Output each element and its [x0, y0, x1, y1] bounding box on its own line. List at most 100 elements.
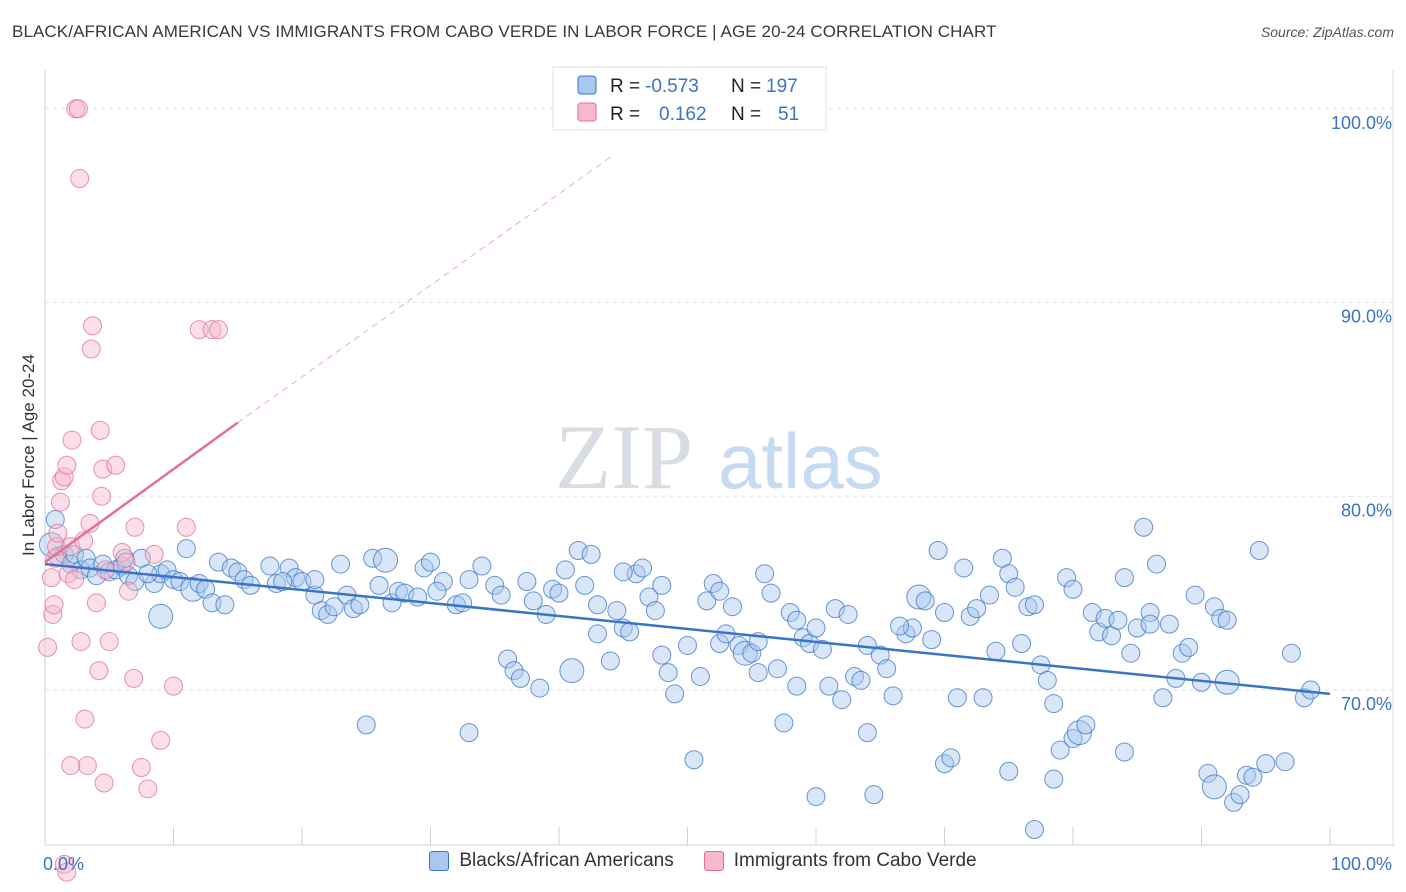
pink-point: [89, 661, 109, 681]
pink-point: [68, 99, 88, 119]
blue-point: [787, 676, 807, 696]
blue-point: [935, 603, 954, 622]
legend-label-blacks: Blacks/African Americans: [459, 850, 674, 871]
watermark: ZIP atlas: [555, 406, 883, 508]
blue-point: [1224, 792, 1244, 812]
chart-title: BLACK/AFRICAN AMERICAN VS IMMIGRANTS FRO…: [12, 22, 997, 41]
blue-point: [1140, 603, 1160, 622]
blue-points: [38, 510, 1321, 839]
blue-point: [1024, 595, 1044, 615]
stats-legend-r-label-blue: R =: [610, 76, 640, 97]
blue-point: [459, 570, 479, 590]
legend-swatch-pink: [703, 851, 724, 871]
blue-point: [208, 552, 228, 572]
legend-item-cabo-verde[interactable]: Immigrants from Cabo Verde: [703, 850, 977, 872]
blue-point: [973, 688, 993, 708]
blue-point: [1005, 577, 1025, 597]
blue-point: [555, 560, 575, 580]
pink-point: [57, 455, 77, 475]
blue-point: [148, 603, 174, 629]
pink-point: [112, 542, 132, 562]
blue-point: [613, 562, 633, 582]
blue-point: [568, 541, 588, 560]
pink-point: [116, 552, 136, 572]
blue-point: [652, 645, 672, 665]
blue-point: [851, 670, 871, 690]
blue-point: [176, 539, 196, 559]
stats-legend-n-value-blue: 197: [766, 76, 798, 97]
pink-point: [62, 430, 82, 450]
blue-point: [819, 676, 839, 696]
blue-point: [331, 554, 351, 574]
blue-point: [665, 684, 685, 704]
blue-point: [979, 585, 999, 605]
blue-point: [1057, 568, 1077, 588]
y-axis-label: In Labor Force | Age 20-24: [19, 354, 38, 556]
blue-point: [1249, 541, 1269, 560]
blue-point: [1159, 614, 1179, 634]
trend-lines: [44, 156, 1331, 696]
pink-point: [176, 517, 196, 537]
blue-point: [1301, 680, 1321, 700]
pink-point: [57, 862, 77, 882]
y-tick-labels: 70.0% 80.0% 90.0% 100.0%: [1331, 113, 1392, 714]
pink-point: [61, 756, 81, 776]
blue-point: [703, 573, 723, 593]
pink-point: [54, 854, 74, 874]
stats-legend-r-value-pink: 0.162: [659, 104, 707, 125]
pink-point: [99, 632, 119, 652]
blue-point: [1127, 618, 1147, 638]
blue-point: [1108, 610, 1128, 630]
blue-point: [1153, 688, 1173, 708]
blue-point: [1281, 643, 1301, 663]
pink-point: [50, 492, 70, 512]
blue-point: [832, 690, 852, 710]
blue-point: [549, 583, 569, 603]
blue-point: [825, 599, 845, 619]
blue-point: [690, 666, 710, 686]
pink-point: [92, 486, 112, 506]
blue-point: [678, 635, 697, 655]
blue-point: [906, 584, 932, 610]
legend-item-blacks[interactable]: Blacks/African Americans: [429, 850, 674, 872]
blue-point: [260, 556, 280, 576]
blue-point: [806, 787, 826, 807]
blue-point: [504, 661, 524, 681]
blue-point: [472, 556, 492, 576]
blue-point: [600, 651, 620, 671]
blue-point: [1066, 720, 1092, 746]
blue-point: [710, 581, 730, 601]
blue-point: [1147, 554, 1167, 574]
blue-point: [1012, 634, 1032, 653]
pink-point: [138, 779, 158, 799]
blue-point: [1236, 765, 1256, 785]
blue-point: [761, 583, 781, 603]
blue-point: [1063, 728, 1083, 748]
blue-point: [1063, 579, 1083, 599]
blue-point: [305, 570, 325, 590]
blue-point: [485, 575, 505, 595]
blue-point: [369, 575, 389, 595]
blue-point: [427, 581, 447, 601]
blue-point: [1114, 742, 1134, 762]
watermark-atlas: atlas: [718, 417, 883, 505]
blue-point: [954, 558, 974, 578]
blue-point: [645, 601, 665, 621]
stats-legend-r-value-blue: -0.573: [645, 76, 699, 97]
blue-point: [356, 715, 376, 735]
pink-point: [77, 756, 97, 776]
blue-point: [1037, 670, 1057, 690]
blue-point: [890, 616, 910, 636]
pink-point: [164, 676, 183, 696]
blue-point: [588, 624, 608, 644]
blue-point: [1275, 752, 1295, 772]
stats-legend-n-label-pink: N =: [731, 104, 761, 125]
pink-point: [86, 593, 106, 613]
pink-point: [61, 537, 81, 557]
blue-point: [722, 597, 742, 617]
blue-point: [157, 560, 177, 580]
pink-point: [71, 632, 91, 652]
pink-point: [44, 595, 64, 615]
pink-point: [48, 523, 68, 543]
